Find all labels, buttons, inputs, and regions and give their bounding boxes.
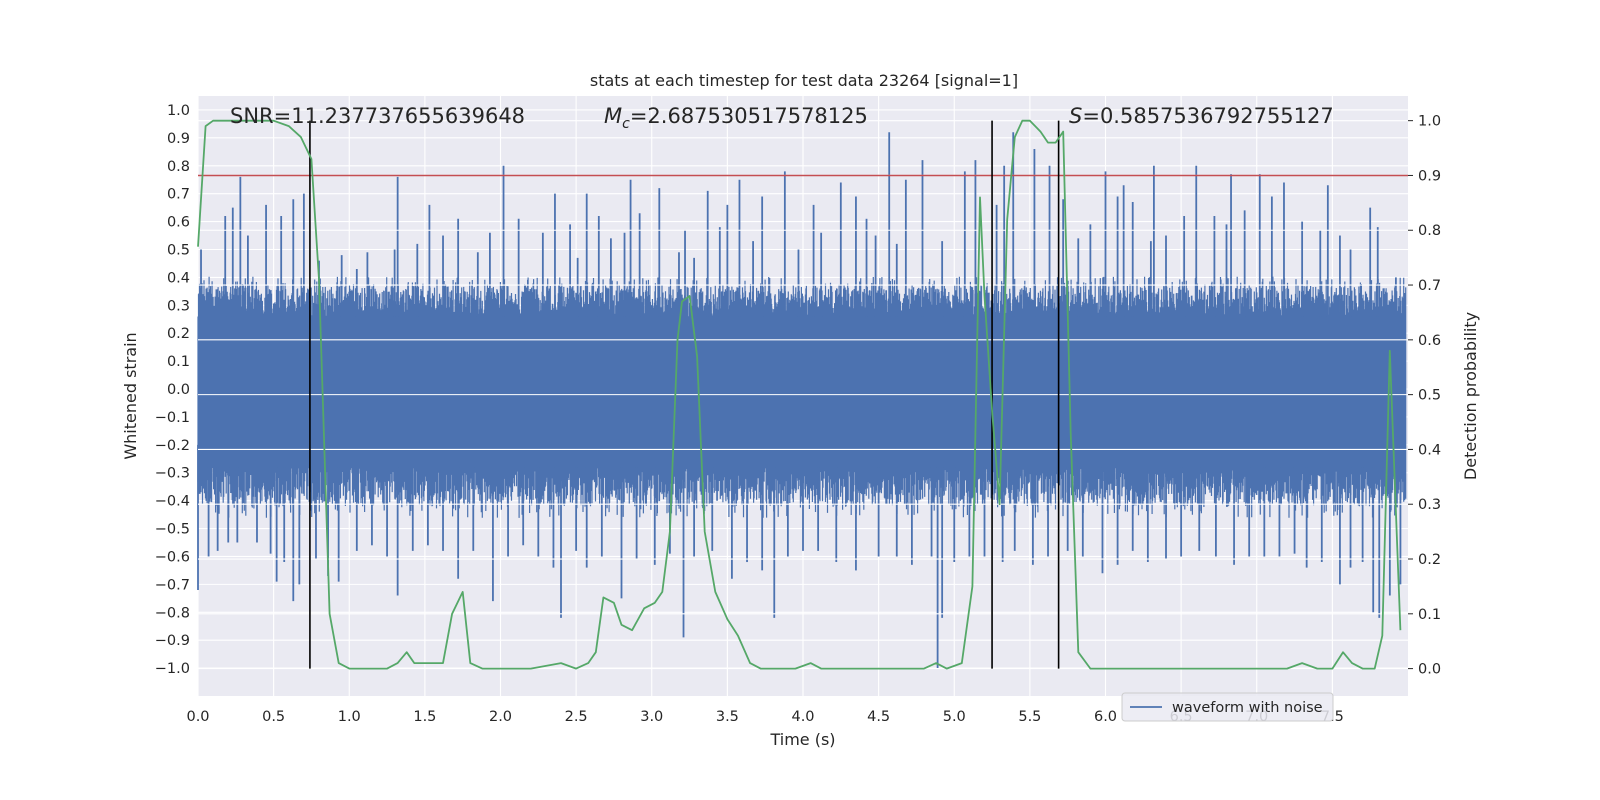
- legend: waveform with noise: [1121, 692, 1334, 722]
- chirp-mass-annotation: Mc=2.687530517578125: [604, 104, 868, 132]
- snr-annotation: SNR=11.237737655639648: [230, 104, 525, 128]
- y2-tick-label: 0.0: [1418, 662, 1441, 678]
- x-tick-label: 2.0: [489, 709, 512, 725]
- x-tick-label: 5.0: [943, 709, 966, 725]
- y2-tick-label: 0.8: [1418, 223, 1441, 239]
- y2-tick-label: 0.5: [1418, 388, 1441, 404]
- y-tick-labels: 1.0 0.9 0.8 0.7 0.6 0.5 0.4 0.3 0.2 0.1 0.0 −0.1 −0.…: [155, 103, 190, 677]
- y-tick-label: 0.4: [167, 270, 190, 286]
- x-tick-label: 1.5: [413, 709, 436, 725]
- s-symbol: S: [1069, 104, 1082, 128]
- y-tick-label: 0.0: [167, 382, 190, 398]
- x-tick-label: 5.5: [1018, 709, 1041, 725]
- waveform-series: [197, 132, 1407, 669]
- y-tick-label: 0.1: [167, 354, 190, 370]
- chirp-mass-value: =2.687530517578125: [630, 104, 868, 128]
- y-tick-label: −0.2: [155, 438, 190, 454]
- y2-tick-label: 0.2: [1418, 552, 1441, 568]
- x-tick-label: 3.0: [640, 709, 663, 725]
- y-tick-label: −0.3: [155, 466, 190, 482]
- y-tick-label: −0.6: [155, 549, 190, 565]
- y2-tick-label: 0.1: [1418, 607, 1441, 623]
- y-tick-label: −0.9: [155, 633, 190, 649]
- y2-tick-label: 1.0: [1418, 114, 1441, 130]
- x-axis-label: Time (s): [769, 730, 835, 749]
- y-tick-label: −1.0: [155, 661, 190, 677]
- y-tick-label: 0.6: [167, 215, 190, 231]
- event-marker-lines: [309, 120, 1060, 669]
- x-tick-label: 3.5: [716, 709, 739, 725]
- s-annotation: S=0.5857536792755127: [1069, 104, 1334, 128]
- x-tick-label: 6.0: [1094, 709, 1117, 725]
- chirp-mass-symbol: M: [604, 104, 622, 128]
- y2-tick-label: 0.7: [1418, 278, 1441, 294]
- y2-tick-label: 0.3: [1418, 497, 1441, 513]
- chirp-mass-subscript: c: [622, 116, 630, 132]
- y-tick-label: −0.8: [155, 605, 190, 621]
- y-tick-label: 0.5: [167, 242, 190, 258]
- y-tick-label: −0.5: [155, 522, 190, 538]
- y-tick-label: −0.4: [155, 494, 190, 510]
- probability-line: [197, 119, 1402, 670]
- y-tick-label: 0.8: [167, 159, 190, 175]
- x-tick-label: 0.5: [262, 709, 285, 725]
- x-tick-label: 2.5: [565, 709, 588, 725]
- y2-tick-label: 0.4: [1418, 442, 1441, 458]
- y2-tick-labels: 1.0 0.9 0.8 0.7 0.6 0.5 0.4 0.3 0.2 0.1 0.0: [1408, 114, 1441, 678]
- y-tick-label: −0.7: [155, 577, 190, 593]
- y-tick-label: −0.1: [155, 410, 190, 426]
- legend-label: waveform with noise: [1172, 700, 1323, 716]
- legend-box: [1121, 692, 1334, 722]
- y-tick-label: 0.2: [167, 326, 190, 342]
- s-value: =0.5857536792755127: [1082, 104, 1333, 128]
- y-tick-label: 0.3: [167, 298, 190, 314]
- y-tick-label: 0.9: [167, 131, 190, 147]
- x-tick-label: 4.0: [791, 709, 814, 725]
- x-tick-label: 0.0: [186, 709, 209, 725]
- chart-title: stats at each timestep for test data 232…: [590, 71, 1018, 90]
- y2-tick-label: 0.6: [1418, 333, 1441, 349]
- x-tick-label: 1.0: [338, 709, 361, 725]
- y-tick-label: 0.7: [167, 187, 190, 203]
- x-tick-label: 4.5: [867, 709, 890, 725]
- y-tick-label: 1.0: [167, 103, 190, 119]
- detection-probability-series: [197, 119, 1402, 670]
- y2-tick-label: 0.9: [1418, 168, 1441, 184]
- y2-axis-label: Detection probability: [1461, 312, 1480, 480]
- y-axis-label: Whitened strain: [121, 332, 140, 459]
- waveform-core: [198, 316, 1406, 468]
